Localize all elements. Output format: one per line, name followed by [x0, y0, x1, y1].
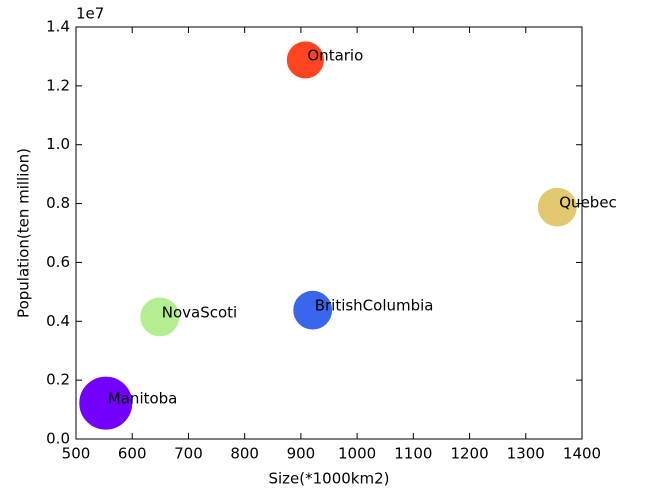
bubble [293, 290, 333, 330]
x-tick-label: 700 [174, 445, 203, 463]
x-tick-label: 1400 [563, 445, 601, 463]
x-tick-label: 900 [287, 445, 316, 463]
point-label: Manitoba [108, 390, 178, 408]
x-tick-label: 600 [118, 445, 147, 463]
y-tick-label: 0.2 [46, 371, 70, 389]
bubble [286, 41, 324, 79]
x-tick-label: 1200 [450, 445, 488, 463]
x-tick-label: 1300 [507, 445, 545, 463]
y-tick-label: 1.0 [46, 135, 70, 153]
x-tick-label: 1100 [394, 445, 432, 463]
y-tick-label: 0.6 [46, 253, 70, 271]
x-axis-label: Size(*1000km2) [268, 470, 389, 488]
x-tick-label: 500 [62, 445, 91, 463]
y-offset-label: 1e7 [76, 5, 104, 23]
y-tick-label: 0.0 [46, 430, 70, 448]
point-label: BritishColumbia [315, 297, 434, 315]
bubble [140, 297, 180, 337]
y-axis-label: Population(ten million) [15, 148, 33, 318]
point-label: Ontario [307, 46, 363, 64]
y-tick-label: 1.4 [46, 18, 70, 36]
y-tick-label: 0.4 [46, 312, 70, 330]
bubble [79, 376, 133, 430]
point-label: Quebec [559, 194, 617, 212]
x-tick-label: 800 [230, 445, 259, 463]
point-label: NovaScoti [162, 303, 237, 321]
y-tick-label: 1.2 [46, 76, 70, 94]
y-tick-label: 0.8 [46, 194, 70, 212]
bubble [537, 187, 577, 227]
plot-frame [75, 26, 583, 440]
x-tick-label: 1000 [338, 445, 376, 463]
